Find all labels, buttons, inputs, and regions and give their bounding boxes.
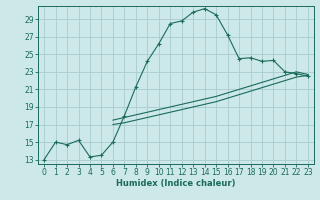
- X-axis label: Humidex (Indice chaleur): Humidex (Indice chaleur): [116, 179, 236, 188]
